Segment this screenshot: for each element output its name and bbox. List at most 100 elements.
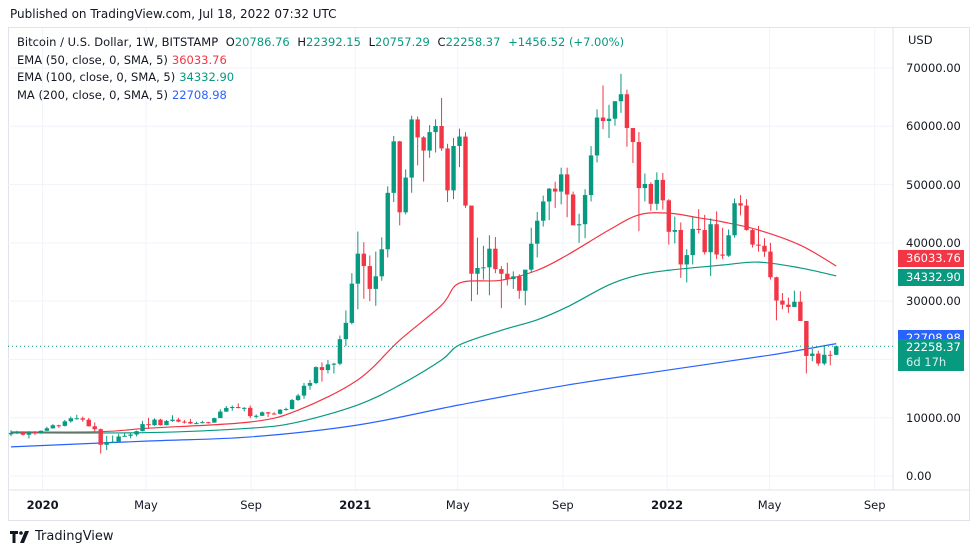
candle[interactable] — [242, 407, 247, 412]
candle[interactable] — [349, 273, 355, 325]
candle[interactable] — [158, 418, 163, 426]
candle[interactable] — [744, 199, 749, 231]
candle[interactable] — [8, 430, 14, 437]
tradingview-logo[interactable]: TradingView — [10, 529, 114, 544]
candle[interactable] — [618, 73, 624, 113]
candle[interactable] — [230, 405, 235, 411]
candle[interactable] — [762, 238, 767, 257]
candle[interactable] — [666, 199, 671, 245]
candle[interactable] — [487, 235, 492, 296]
candle[interactable] — [493, 237, 498, 274]
candle[interactable] — [792, 290, 797, 307]
candle[interactable] — [80, 416, 85, 422]
candle[interactable] — [134, 430, 139, 437]
candle[interactable] — [271, 412, 277, 415]
candle[interactable] — [355, 231, 361, 310]
candle[interactable] — [499, 266, 504, 309]
candle[interactable] — [343, 310, 349, 347]
candle[interactable] — [720, 227, 725, 260]
candle[interactable] — [206, 421, 211, 424]
candle[interactable] — [768, 242, 773, 280]
ma200-label[interactable]: MA (200, close, 0, SMA, 5) — [17, 87, 168, 102]
candle[interactable] — [319, 362, 325, 382]
candle[interactable] — [385, 186, 390, 258]
candle[interactable] — [236, 403, 241, 409]
candle[interactable] — [188, 418, 193, 425]
candle[interactable] — [301, 382, 307, 399]
candle[interactable] — [421, 136, 426, 182]
candle[interactable] — [582, 189, 588, 239]
candle[interactable] — [828, 350, 833, 366]
candle[interactable] — [265, 411, 271, 417]
candle[interactable] — [732, 198, 737, 238]
candle[interactable] — [20, 431, 26, 436]
candle[interactable] — [427, 125, 432, 158]
candle[interactable] — [445, 143, 450, 203]
candle[interactable] — [822, 344, 827, 366]
candle[interactable] — [511, 271, 516, 289]
candle[interactable] — [409, 115, 414, 193]
candle[interactable] — [295, 393, 301, 401]
candle[interactable] — [26, 431, 32, 439]
candle[interactable] — [146, 417, 151, 429]
candle[interactable] — [648, 182, 654, 211]
candle[interactable] — [397, 140, 402, 226]
candle[interactable] — [672, 216, 677, 244]
candle[interactable] — [379, 237, 384, 281]
candle[interactable] — [684, 249, 689, 283]
candle[interactable] — [726, 229, 731, 257]
candle[interactable] — [128, 433, 133, 439]
candle[interactable] — [68, 416, 73, 423]
candle[interactable] — [636, 132, 642, 232]
candle[interactable] — [439, 98, 444, 151]
candle[interactable] — [451, 137, 456, 200]
candle[interactable] — [56, 424, 62, 428]
candle[interactable] — [194, 421, 199, 425]
candle[interactable] — [804, 320, 809, 374]
candle[interactable] — [44, 426, 50, 432]
candle[interactable] — [307, 379, 313, 390]
candle[interactable] — [612, 101, 618, 126]
candle[interactable] — [92, 422, 97, 432]
candle[interactable] — [564, 167, 570, 218]
candle[interactable] — [475, 237, 480, 295]
candle[interactable] — [529, 227, 534, 273]
candle[interactable] — [738, 195, 743, 216]
candle[interactable] — [218, 409, 223, 419]
candle[interactable] — [176, 417, 181, 423]
candle[interactable] — [517, 274, 522, 299]
candle[interactable] — [463, 132, 468, 208]
candle[interactable] — [588, 146, 594, 202]
candle[interactable] — [98, 428, 103, 454]
ma200-line[interactable] — [10, 343, 837, 448]
candle[interactable] — [86, 417, 91, 427]
candle[interactable] — [182, 420, 187, 424]
candle[interactable] — [200, 420, 205, 424]
candle[interactable] — [212, 417, 217, 423]
candle[interactable] — [74, 414, 79, 420]
candle[interactable] — [660, 172, 666, 210]
candle[interactable] — [750, 228, 755, 248]
candle[interactable] — [690, 216, 695, 265]
candle[interactable] — [558, 167, 564, 205]
candle[interactable] — [774, 276, 779, 321]
candle[interactable] — [289, 398, 295, 410]
candle[interactable] — [224, 406, 229, 412]
candle[interactable] — [523, 269, 528, 306]
candle[interactable] — [122, 432, 127, 437]
ema100-label[interactable]: EMA (100, close, 0, SMA, 5) — [17, 70, 176, 84]
candle[interactable] — [708, 218, 713, 277]
candle[interactable] — [481, 245, 486, 280]
candle[interactable] — [170, 415, 175, 422]
candle[interactable] — [116, 434, 121, 442]
candle[interactable] — [535, 211, 540, 258]
candle[interactable] — [570, 191, 576, 226]
candle[interactable] — [834, 345, 839, 356]
candle[interactable] — [457, 128, 462, 168]
candle[interactable] — [325, 359, 331, 374]
candle[interactable] — [62, 420, 68, 427]
candle[interactable] — [283, 407, 289, 411]
candle[interactable] — [331, 362, 337, 374]
ema100-line[interactable] — [10, 261, 837, 434]
